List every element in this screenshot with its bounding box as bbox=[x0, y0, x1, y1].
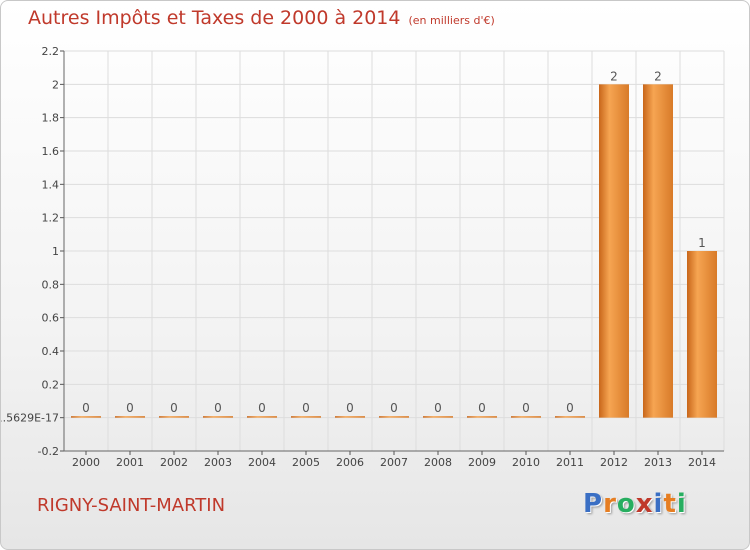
bar-value-label: 1 bbox=[698, 236, 706, 250]
x-tick-label: 2014 bbox=[688, 456, 716, 469]
chart-subtitle: (en milliers d'€) bbox=[408, 14, 495, 27]
y-tick-label: 1.8 bbox=[42, 112, 60, 125]
y-tick-label: 1.4 bbox=[42, 178, 60, 191]
bar bbox=[247, 416, 277, 418]
axes bbox=[60, 50, 724, 455]
y-tick-label: 2 bbox=[52, 78, 59, 91]
y-tick-label: 0.6 bbox=[42, 312, 60, 325]
logo-letter: i bbox=[653, 489, 664, 519]
bar bbox=[467, 416, 497, 418]
y-tick-label: 0.2 bbox=[42, 378, 60, 391]
bar-value-label: 2 bbox=[654, 69, 662, 83]
logo-letter: t bbox=[663, 489, 677, 519]
proxiti-logo[interactable]: Proxiti bbox=[583, 489, 687, 519]
bar-value-label: 0 bbox=[214, 401, 222, 415]
bar-value-label: 0 bbox=[126, 401, 134, 415]
logo-letter: P bbox=[583, 489, 604, 519]
bar-value-label: 0 bbox=[346, 401, 354, 415]
bar bbox=[335, 416, 365, 418]
bar bbox=[687, 251, 717, 418]
x-tick-label: 2013 bbox=[644, 456, 672, 469]
bar bbox=[511, 416, 541, 418]
bars bbox=[71, 84, 717, 418]
x-tick-label: 2001 bbox=[116, 456, 144, 469]
bar-value-label: 0 bbox=[522, 401, 530, 415]
bar-value-label: 0 bbox=[390, 401, 398, 415]
x-tick-label: 2006 bbox=[336, 456, 364, 469]
bar bbox=[291, 416, 321, 418]
x-tick-label: 2002 bbox=[160, 456, 188, 469]
logo-letter: o bbox=[616, 489, 636, 519]
bar-value-label: 0 bbox=[258, 401, 266, 415]
y-tick-label: -1.5629E-17 bbox=[1, 412, 59, 425]
y-tick-label: 1.2 bbox=[42, 212, 60, 225]
bar-value-label: 0 bbox=[82, 401, 90, 415]
bar bbox=[423, 416, 453, 418]
bar bbox=[115, 416, 145, 418]
bar bbox=[555, 416, 585, 418]
y-tick-label: 1 bbox=[52, 245, 59, 258]
bar-value-label: 0 bbox=[478, 401, 486, 415]
y-tick-label: -0.2 bbox=[38, 445, 59, 458]
bar bbox=[379, 416, 409, 418]
bar-value-label: 0 bbox=[566, 401, 574, 415]
bar-value-label: 0 bbox=[170, 401, 178, 415]
chart-title: Autres Impôts et Taxes de 2000 à 2014 (en… bbox=[28, 7, 495, 29]
chart-title-main: Autres Impôts et Taxes de 2000 à 2014 bbox=[28, 7, 401, 29]
x-tick-label: 2005 bbox=[292, 456, 320, 469]
logo-letter: r bbox=[603, 489, 617, 519]
labels: -0.2 -1.5629E-17 0.2 0.4 0.6 0.8 1 1.2 1.4 1.6 1.8… bbox=[1, 45, 716, 469]
bar-value-label: 2 bbox=[610, 69, 618, 83]
commune-name: RIGNY-SAINT-MARTIN bbox=[37, 495, 226, 516]
bar-value-label: 0 bbox=[302, 401, 310, 415]
bar bbox=[643, 84, 673, 418]
logo-letter: x bbox=[635, 489, 654, 519]
bar bbox=[599, 84, 629, 418]
x-tick-label: 2000 bbox=[72, 456, 100, 469]
x-tick-label: 2007 bbox=[380, 456, 408, 469]
x-tick-label: 2010 bbox=[512, 456, 540, 469]
y-tick-label: 1.6 bbox=[42, 145, 60, 158]
bar bbox=[159, 416, 189, 418]
bar-value-label: 0 bbox=[434, 401, 442, 415]
y-tick-label: 0.4 bbox=[42, 345, 60, 358]
x-tick-label: 2009 bbox=[468, 456, 496, 469]
x-tick-label: 2004 bbox=[248, 456, 276, 469]
bar bbox=[71, 416, 101, 418]
y-tick-label: 2.2 bbox=[42, 45, 60, 58]
bar bbox=[203, 416, 233, 418]
x-tick-label: 2003 bbox=[204, 456, 232, 469]
x-tick-label: 2008 bbox=[424, 456, 452, 469]
x-tick-label: 2012 bbox=[600, 456, 628, 469]
x-tick-label: 2011 bbox=[556, 456, 584, 469]
logo-letter: i bbox=[676, 489, 687, 519]
y-tick-label: 0.8 bbox=[42, 278, 60, 291]
